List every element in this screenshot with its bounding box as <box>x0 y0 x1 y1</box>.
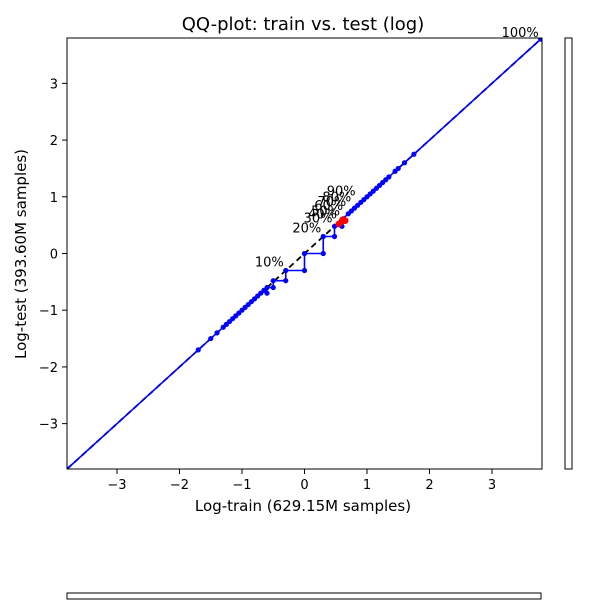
x-axis-label: Log-train (629.15M samples) <box>195 497 411 515</box>
percentile-label: 30% <box>304 211 333 226</box>
series-point <box>331 233 338 240</box>
series-point <box>270 284 276 291</box>
series-point <box>411 151 417 157</box>
highlight-point <box>341 217 349 225</box>
x-tick-label: −3 <box>107 478 126 493</box>
x-tick-label: 3 <box>488 478 496 493</box>
x-tick-label: 1 <box>363 478 371 493</box>
series-point <box>320 250 326 257</box>
percentile-label: 20% <box>292 221 321 236</box>
y-tick-label: 0 <box>50 248 58 263</box>
x-tick-label: −2 <box>170 478 189 493</box>
percentile-label: 50% <box>311 204 340 219</box>
y-tick-label: −3 <box>39 418 58 433</box>
plot-clip-group <box>67 38 542 469</box>
series-point <box>395 165 401 172</box>
vertical-colorbar-frame <box>564 37 573 470</box>
x-axis-ticks: −3 −2 −1 0 1 2 3 <box>107 469 496 493</box>
series-point <box>401 160 408 166</box>
x-tick-label: 0 <box>300 478 308 493</box>
percentile-label: 90% <box>327 185 356 200</box>
percentile-label: 80% <box>322 190 351 205</box>
series-point <box>386 174 392 180</box>
series-point <box>208 335 214 342</box>
series-point <box>214 330 220 336</box>
series-point <box>283 278 289 284</box>
series-point <box>264 284 270 291</box>
series-point <box>283 267 289 274</box>
y-tick-label: 2 <box>50 134 58 149</box>
percentile-label: 100% <box>502 26 539 41</box>
series-point <box>67 466 70 469</box>
series-point <box>320 233 326 240</box>
percentile-label: 60% <box>314 199 343 214</box>
series-point <box>538 38 542 42</box>
y-tick-label: 1 <box>50 191 58 206</box>
series-point <box>195 347 201 353</box>
y-tick-label: −2 <box>39 361 58 376</box>
chart-title: QQ-plot: train vs. test (log) <box>182 14 424 35</box>
percentile-label: 40% <box>308 207 337 222</box>
series-point <box>264 290 270 296</box>
series-point <box>301 267 308 274</box>
y-axis-ticks: −3 −2 −1 0 1 2 3 <box>39 77 67 433</box>
series-point <box>270 278 276 284</box>
y-axis-label: Log-test (393.60M samples) <box>12 149 30 359</box>
y-tick-label: 3 <box>50 77 58 92</box>
x-tick-label: 2 <box>425 478 433 493</box>
percentile-label: 10% <box>255 256 284 271</box>
y-tick-label: −1 <box>39 304 58 319</box>
series-point <box>301 250 308 257</box>
plot-layer: 10% 20%30%40%50%60%70%80%90% 100% <box>67 26 542 469</box>
x-tick-label: −1 <box>232 478 251 493</box>
horizontal-colorbar-frame <box>66 592 542 600</box>
percentile-label: 70% <box>317 195 346 210</box>
